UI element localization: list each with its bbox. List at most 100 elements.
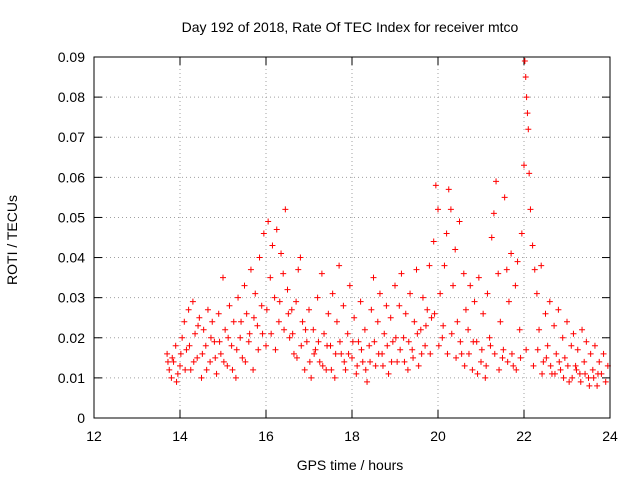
data-point (435, 342, 442, 349)
data-point (517, 354, 524, 361)
data-point (440, 322, 447, 329)
data-point (521, 162, 527, 169)
data-point (256, 254, 263, 261)
y-tick-label: 0.05 (58, 209, 85, 225)
data-point (374, 318, 381, 325)
data-point (448, 330, 455, 337)
data-point (199, 350, 206, 357)
data-point (432, 182, 439, 189)
data-point (544, 342, 551, 349)
data-point (564, 318, 570, 325)
data-point (164, 358, 171, 365)
data-point (260, 230, 267, 237)
data-point (579, 326, 586, 333)
data-point (460, 270, 467, 277)
data-point (177, 362, 183, 369)
data-point (381, 330, 388, 337)
x-tick-label: 12 (86, 428, 102, 444)
data-point (362, 366, 369, 373)
data-point (345, 350, 352, 357)
data-point (576, 370, 583, 377)
data-point (524, 110, 531, 117)
data-point (384, 342, 391, 349)
data-point (435, 206, 441, 213)
data-point (336, 338, 343, 345)
data-point (168, 374, 175, 381)
data-point (310, 326, 317, 333)
data-point (530, 362, 537, 369)
data-point (336, 262, 343, 269)
data-point (469, 366, 476, 373)
data-point (195, 322, 202, 329)
data-point (529, 242, 536, 249)
data-point (445, 186, 452, 193)
data-point (220, 274, 226, 281)
data-point (370, 274, 377, 281)
data-point (385, 370, 392, 377)
data-point (207, 334, 214, 341)
data-point (542, 310, 549, 317)
data-point (594, 382, 601, 389)
data-point (306, 358, 313, 365)
data-point (177, 350, 184, 357)
data-point (555, 306, 562, 313)
data-point (465, 326, 472, 333)
data-point (295, 266, 302, 273)
data-point (275, 318, 282, 325)
data-point (379, 362, 386, 369)
data-point (185, 306, 192, 313)
data-point (303, 338, 310, 345)
data-point (444, 350, 451, 357)
data-point (371, 338, 378, 345)
data-point (414, 330, 421, 337)
data-point (233, 346, 240, 353)
data-point (447, 206, 454, 213)
data-point (600, 350, 607, 357)
data-point (346, 282, 353, 289)
x-tick-label: 22 (516, 428, 532, 444)
data-point (187, 366, 194, 373)
data-point (254, 322, 261, 329)
data-point (301, 366, 308, 373)
data-point (488, 234, 495, 241)
data-point (572, 362, 579, 369)
data-point (174, 370, 181, 377)
data-point (397, 346, 404, 353)
y-tick-label: 0.09 (58, 49, 85, 65)
data-point (312, 346, 319, 353)
data-point (172, 342, 179, 349)
data-point (508, 250, 515, 257)
data-point (547, 362, 554, 369)
y-axis-label: ROTI / TECUs (4, 195, 20, 285)
data-point (539, 370, 546, 377)
data-point (323, 366, 330, 373)
data-point (225, 334, 232, 341)
data-point (259, 330, 266, 337)
data-point (358, 346, 365, 353)
data-point (422, 322, 429, 329)
data-point (349, 338, 356, 345)
data-point (486, 334, 493, 341)
data-point (342, 366, 349, 373)
data-point (250, 366, 257, 373)
grid-lines (94, 57, 610, 418)
data-point (241, 282, 248, 289)
data-point (543, 354, 550, 361)
plot-frame (93, 56, 611, 419)
data-point (222, 326, 229, 333)
data-point (426, 262, 433, 269)
y-tick-label: 0.06 (58, 169, 85, 185)
data-point (583, 338, 590, 345)
data-point (523, 346, 530, 353)
data-point (375, 350, 382, 357)
data-point (482, 374, 489, 381)
data-point (569, 374, 576, 381)
data-point (297, 254, 304, 261)
data-point (443, 230, 450, 237)
data-point (318, 270, 325, 277)
data-point (454, 318, 461, 325)
data-point (324, 342, 331, 349)
data-point (255, 346, 262, 353)
data-point (402, 310, 409, 317)
